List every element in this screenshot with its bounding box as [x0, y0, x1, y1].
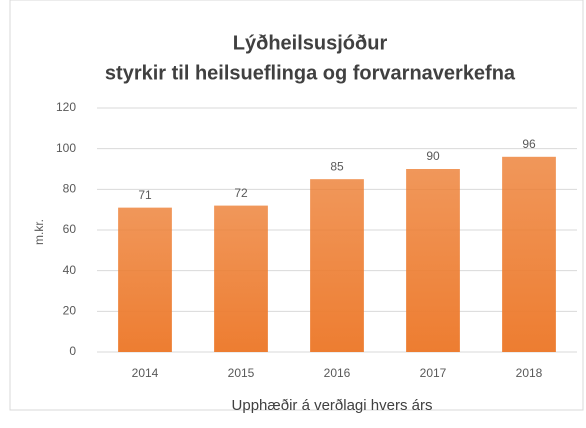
y-tick-label: 100: [56, 141, 76, 155]
y-tick-label: 60: [63, 222, 77, 236]
y-tick-label: 20: [63, 304, 77, 318]
x-tick-label: 2015: [228, 366, 255, 380]
data-label: 85: [330, 159, 344, 173]
bar: [118, 207, 172, 352]
chart-title: Lýðheilsusjóður: [233, 32, 388, 54]
data-label: 72: [234, 186, 248, 200]
data-label: 71: [138, 188, 152, 202]
y-tick-label: 120: [56, 100, 76, 114]
y-axis-label: m.kr.: [32, 219, 46, 245]
x-axis-label: Upphæðir á verðlagi hvers árs: [232, 397, 433, 414]
bar: [502, 156, 556, 352]
y-tick-label: 40: [63, 263, 77, 277]
data-label: 96: [522, 137, 536, 151]
x-tick-label: 2017: [420, 366, 447, 380]
y-tick-label: 80: [63, 182, 77, 196]
x-tick-label: 2014: [132, 366, 159, 380]
x-tick-label: 2016: [324, 366, 351, 380]
chart-subtitle: styrkir til heilsueflinga og forvarnaver…: [105, 62, 516, 84]
bar: [310, 179, 364, 352]
data-label: 90: [426, 149, 440, 163]
bar: [406, 169, 460, 352]
y-tick-label: 0: [69, 344, 76, 358]
bar: [214, 205, 268, 352]
x-tick-label: 2018: [516, 366, 543, 380]
chart-frame: [9, 0, 584, 411]
